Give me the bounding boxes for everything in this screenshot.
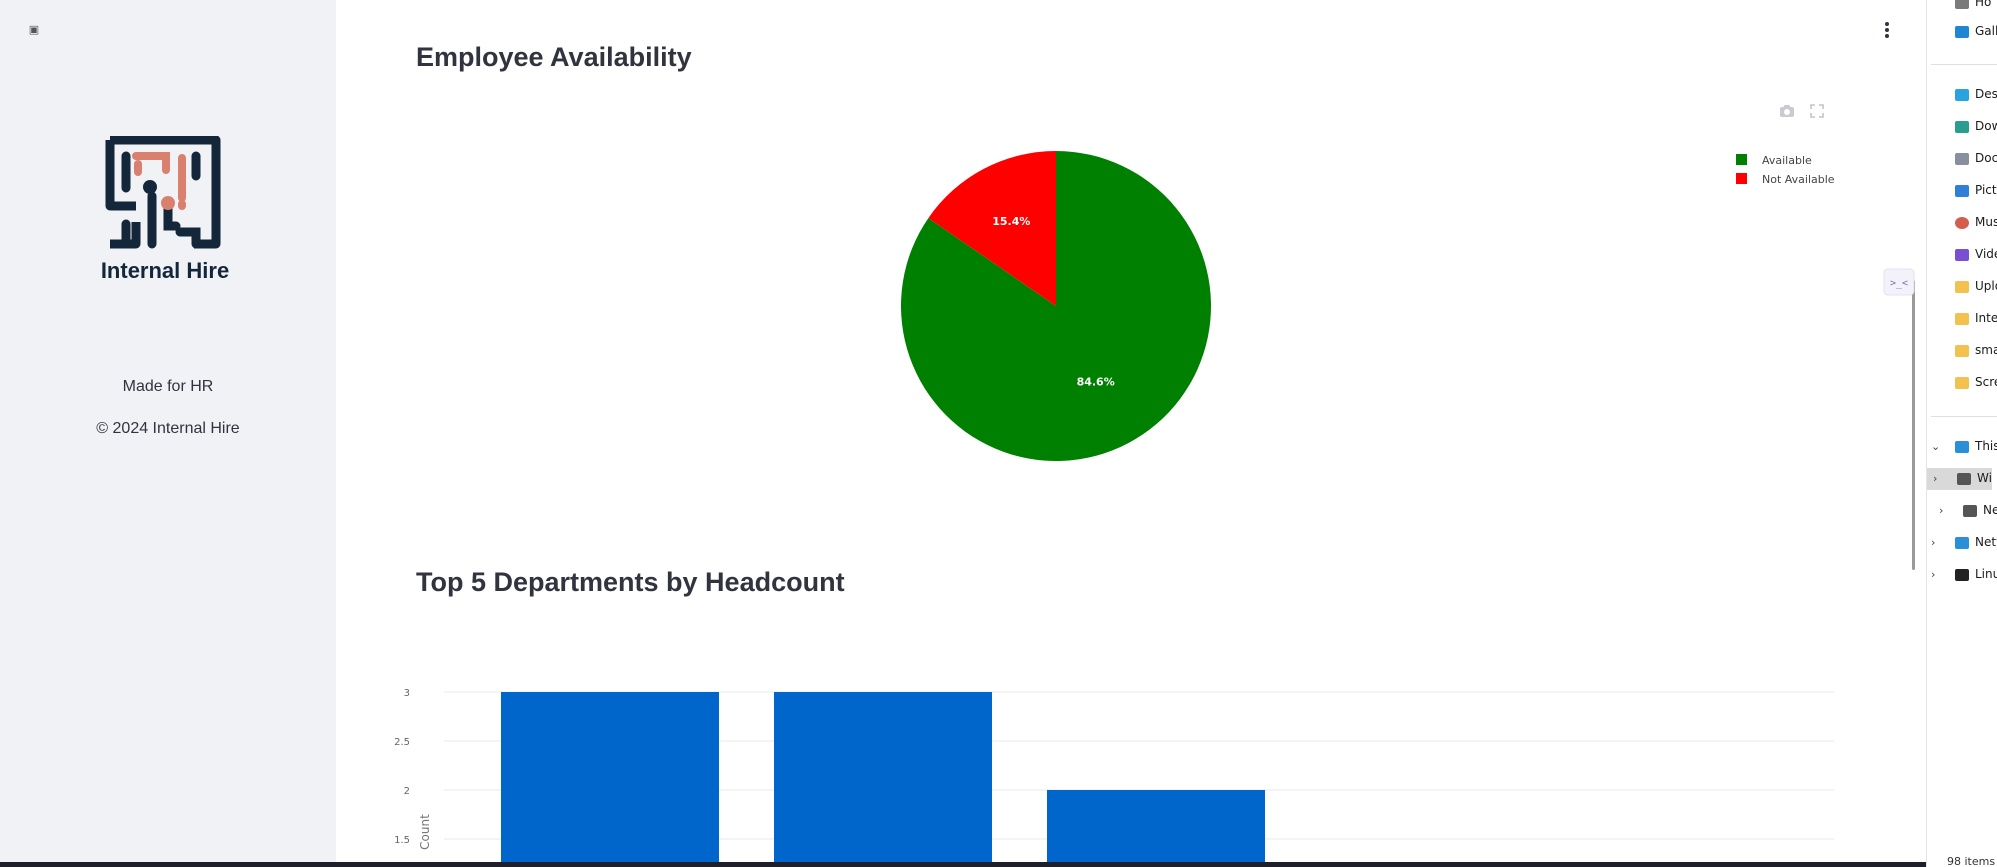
nav-item-label: Scre (1975, 375, 1997, 389)
nav-item-label: sma (1975, 343, 1997, 357)
nav-item[interactable]: Mus (1927, 212, 1997, 234)
divider (1931, 64, 1997, 65)
nav-item-label: Mus (1975, 215, 1997, 229)
y-tick-label: 2 (404, 786, 410, 797)
folder-icon (1955, 345, 1969, 357)
windows-drive-icon (1957, 473, 1971, 485)
divider (1931, 416, 1997, 417)
music-icon (1955, 217, 1969, 229)
nav-item-label: Netv (1975, 535, 1997, 549)
y-axis-label: Count (418, 814, 432, 850)
nav-item[interactable]: Dow (1927, 116, 1997, 138)
folder-icon (1955, 377, 1969, 389)
bar-2[interactable] (774, 692, 992, 867)
nav-item[interactable]: Doc (1927, 148, 1997, 170)
nav-item[interactable]: Vide (1927, 244, 1997, 266)
y-tick-label: 1.5 (394, 835, 410, 846)
nav-item-label: Vide (1975, 247, 1997, 261)
nav-item[interactable]: Gall (1927, 21, 1997, 43)
pie-data-label: 15.4% (992, 215, 1030, 228)
download-icon (1955, 121, 1969, 133)
y-tick-label: 2.5 (394, 737, 410, 748)
nav-item[interactable]: Scre (1927, 372, 1997, 394)
legend-swatch[interactable] (1736, 154, 1747, 165)
gallery-icon (1955, 26, 1969, 38)
folder-icon (1955, 313, 1969, 325)
availability-title: Employee Availability (416, 42, 692, 72)
nav-item-label: Inte (1975, 311, 1997, 325)
main-content: Employee Availability 84.6% 15.4% Availabl… (336, 0, 1926, 867)
home-icon (1955, 0, 1969, 9)
nav-item-label: Doc (1975, 151, 1997, 165)
taskbar-edge (0, 862, 1926, 867)
legend-swatch[interactable] (1736, 173, 1747, 184)
linux-icon (1955, 569, 1969, 581)
documents-icon (1955, 153, 1969, 165)
nav-item[interactable]: Ho (1927, 0, 1997, 14)
departments-bar-chart: 1.5 2 2.5 3 Count (394, 688, 1834, 867)
folder-icon (1955, 281, 1969, 293)
pie-data-label: 84.6% (1077, 375, 1115, 388)
made-for-text: Made for HR (122, 378, 214, 395)
nav-item-label: Gall (1975, 24, 1997, 38)
drive-icon (1963, 505, 1977, 517)
videos-icon (1955, 249, 1969, 261)
desktop-icon (1955, 89, 1969, 101)
network-icon (1955, 537, 1969, 549)
copyright-text: © 2024 Internal Hire (96, 420, 240, 437)
nav-item-label: Pict (1975, 183, 1997, 197)
nav-item[interactable]: › Wi (1927, 468, 1992, 490)
y-tick-label: 3 (404, 688, 410, 699)
nav-item-label: Ne (1983, 503, 1997, 517)
nav-item[interactable]: Pict (1927, 180, 1997, 202)
chevron-right-icon[interactable]: › (1933, 472, 1938, 485)
availability-pie-chart: 84.6% 15.4% Available Not Available (900, 151, 1835, 461)
fullscreen-icon[interactable] (1810, 104, 1824, 118)
nav-item[interactable]: › Ne (1927, 500, 1997, 522)
legend-label[interactable]: Not Available (1762, 173, 1835, 186)
this-pc-icon (1955, 441, 1969, 453)
svg-text:>_<: >_< (1890, 278, 1908, 289)
nav-item-label: This (1975, 439, 1997, 453)
keyboard-double-arrow-icon[interactable]: ▣ (28, 23, 40, 36)
chevron-right-icon[interactable]: › (1939, 504, 1944, 517)
bar-3[interactable] (1047, 790, 1265, 867)
pie-slice-not-available[interactable] (928, 151, 1056, 306)
nav-item-label: Dow (1975, 119, 1997, 133)
chevron-down-icon[interactable]: ⌄ (1931, 440, 1941, 453)
internal-hire-logo (96, 135, 230, 286)
legend-label[interactable]: Available (1762, 154, 1812, 167)
logo-text: Internal Hire (100, 258, 230, 283)
logo-mark-icon (105, 135, 221, 249)
file-explorer-nav: 98 items Ho Gall Desk Dow Doc Pict Mus Vide Uplo… (1926, 0, 1997, 867)
nav-item[interactable]: › Netv (1927, 532, 1997, 554)
nav-item-label: Uplo (1975, 279, 1997, 293)
nav-item[interactable]: Inte (1927, 308, 1997, 330)
camera-icon[interactable] (1779, 104, 1795, 118)
nav-item-label: Wi (1977, 471, 1992, 485)
scrollbar[interactable] (1912, 280, 1915, 570)
more-vert-icon[interactable] (1877, 18, 1897, 42)
departments-title: Top 5 Departments by Headcount (416, 567, 845, 597)
pictures-icon (1955, 185, 1969, 197)
nav-item-label: Ho (1975, 0, 1992, 9)
sidebar: ▣ Internal Hire Made for HR © 2024 Inter… (0, 0, 336, 867)
item-count: 98 items (1947, 855, 1996, 867)
nav-item[interactable]: sma (1927, 340, 1997, 362)
nav-item[interactable]: Desk (1927, 84, 1997, 106)
nav-item-label: Linu (1975, 567, 1997, 581)
chevron-right-icon[interactable]: › (1931, 536, 1936, 549)
bar-1[interactable] (501, 692, 719, 867)
collapse-panel-icon[interactable]: >_< (1883, 268, 1915, 296)
nav-item-label: Desk (1975, 87, 1997, 101)
nav-item[interactable]: › Linu (1927, 564, 1997, 586)
chevron-right-icon[interactable]: › (1931, 568, 1936, 581)
nav-item[interactable]: Uplo (1927, 276, 1997, 298)
nav-item[interactable]: ⌄ This (1927, 436, 1997, 458)
